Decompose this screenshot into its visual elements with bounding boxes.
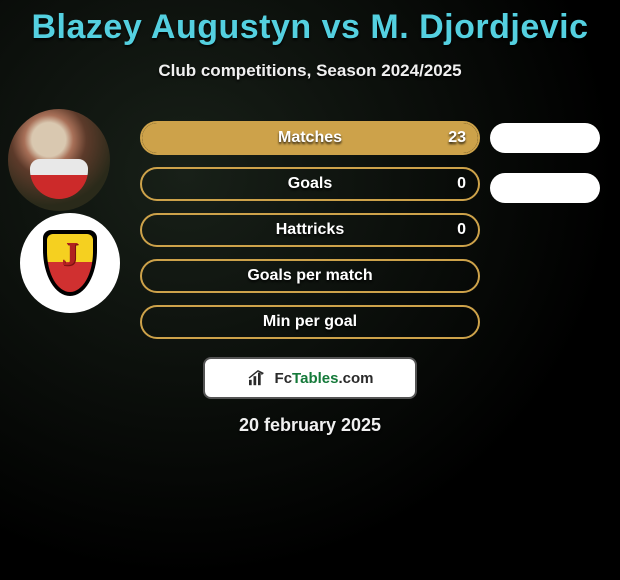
chart-icon [247,369,269,387]
subtitle: Club competitions, Season 2024/2025 [0,61,620,81]
badge-mid: Tables [292,370,338,387]
source-badge: FcTables.com [203,357,417,399]
bars-container: Matches23Goals0Hattricks0Goals per match… [140,121,480,351]
stat-row: Goals0 [140,167,480,201]
stat-row: Matches23 [140,121,480,155]
club-logo [20,213,120,313]
bar-value: 23 [448,121,466,155]
badge-prefix: Fc [275,370,293,387]
stat-row: Min per goal [140,305,480,339]
badge-suffix: .com [338,370,373,387]
bar-label: Min per goal [140,305,480,339]
bar-label: Goals [140,167,480,201]
right-pills-container [490,121,600,223]
badge-text: FcTables.com [275,370,374,387]
right-pill [490,123,600,153]
bar-value: 0 [457,167,466,201]
player-avatar [8,109,110,211]
comparison-chart: Matches23Goals0Hattricks0Goals per match… [0,111,620,341]
page-title: Blazey Augustyn vs M. Djordjevic [0,0,620,47]
stat-row: Hattricks0 [140,213,480,247]
date-label: 20 february 2025 [0,415,620,436]
bar-value: 0 [457,213,466,247]
shield-icon [43,230,97,296]
stat-row: Goals per match [140,259,480,293]
right-pill [490,173,600,203]
bar-label: Hattricks [140,213,480,247]
bar-label: Matches [140,121,480,155]
bar-label: Goals per match [140,259,480,293]
